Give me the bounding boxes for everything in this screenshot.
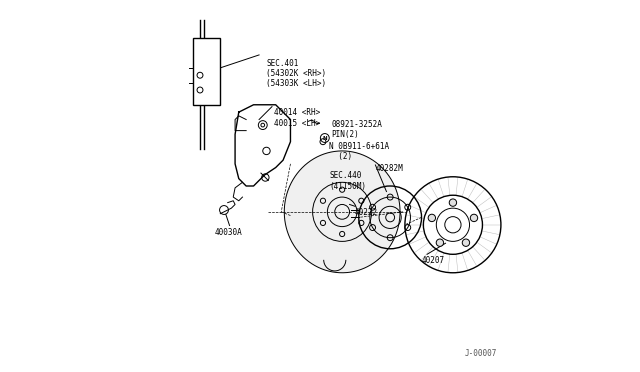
Polygon shape [235,105,291,186]
Text: 40030A: 40030A [215,228,243,237]
Text: 08921-3252A
PIN(2): 08921-3252A PIN(2) [331,119,382,139]
Circle shape [470,214,477,222]
Circle shape [405,177,501,273]
Polygon shape [284,151,400,273]
Text: N: N [323,135,327,141]
Text: 40207: 40207 [422,256,445,265]
Text: 40014 <RH>
40015 <LH>: 40014 <RH> 40015 <LH> [274,109,320,128]
Bar [193,38,220,105]
Text: J-00007: J-00007 [465,349,497,358]
Circle shape [462,239,470,246]
Text: 40282M: 40282M [376,164,403,173]
Circle shape [449,199,456,206]
Circle shape [436,239,444,246]
Text: N 0B911-6+61A
  (2): N 0B911-6+61A (2) [329,142,389,161]
Circle shape [428,214,436,222]
Text: SEC.440
(41150M): SEC.440 (41150M) [329,171,366,190]
Text: SEC.401
(54302K <RH>)
(54303K <LH>): SEC.401 (54302K <RH>) (54303K <LH>) [266,59,326,89]
Text: 40222: 40222 [355,208,378,217]
